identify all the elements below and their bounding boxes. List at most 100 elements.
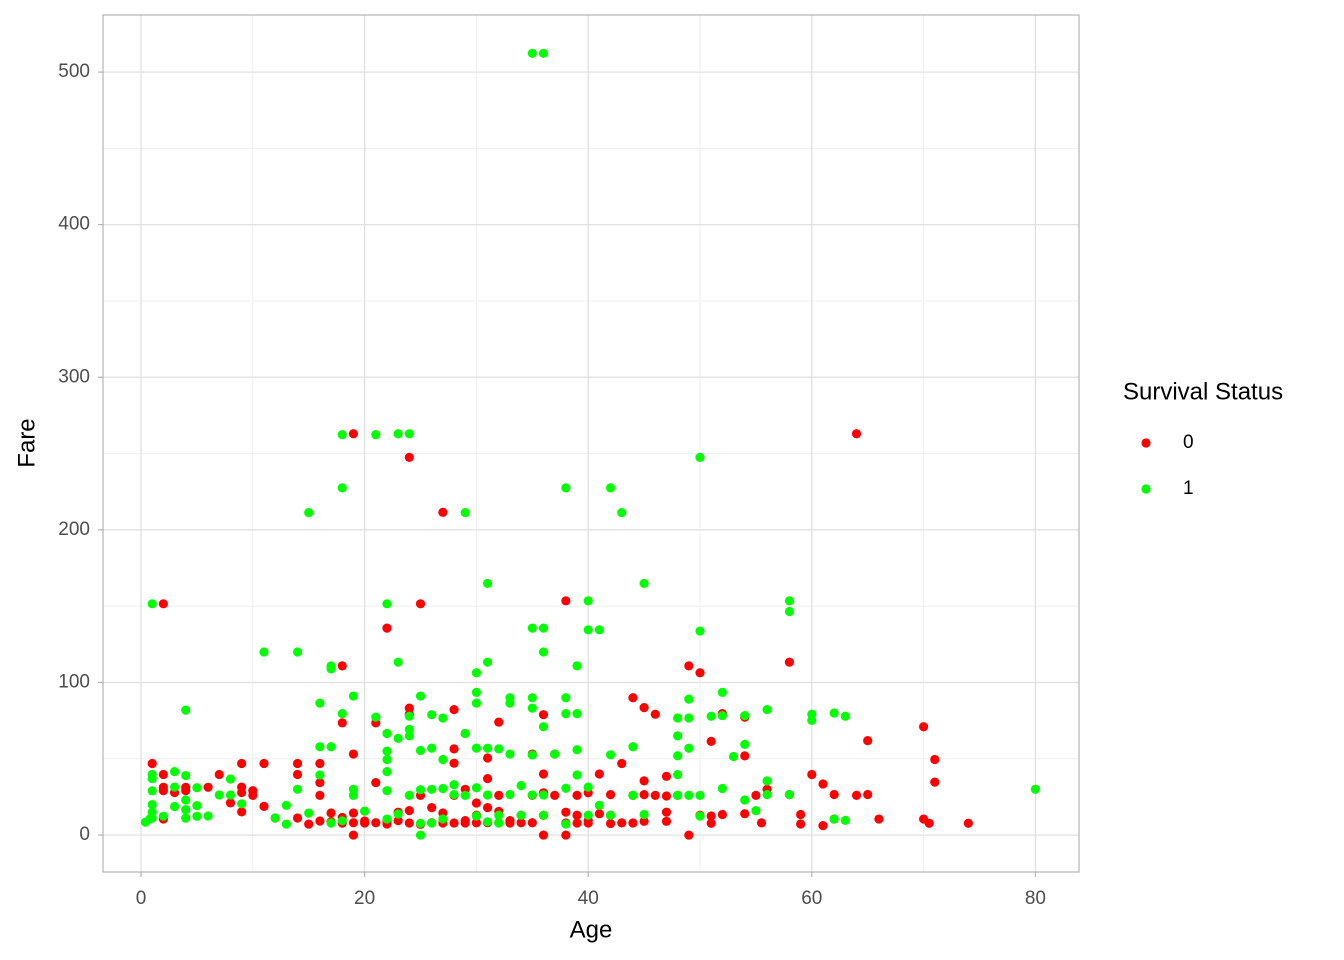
- point: [706, 736, 716, 746]
- x-tick-label: 60: [801, 888, 822, 909]
- point: [360, 806, 370, 816]
- point: [158, 786, 168, 796]
- point: [315, 770, 325, 780]
- point: [617, 758, 627, 769]
- point: [561, 819, 571, 829]
- point: [382, 728, 392, 739]
- point: [292, 784, 303, 794]
- point: [538, 790, 549, 800]
- point: [337, 709, 347, 719]
- x-tick-label: 0: [136, 888, 147, 909]
- point: [673, 751, 683, 761]
- point: [147, 599, 157, 609]
- point: [393, 815, 403, 826]
- point: [684, 790, 694, 800]
- point: [382, 766, 392, 777]
- point: [181, 705, 191, 715]
- point: [494, 744, 504, 754]
- point: [717, 783, 727, 794]
- point: [874, 814, 884, 824]
- point: [393, 657, 403, 667]
- point: [807, 769, 817, 780]
- point: [315, 698, 325, 708]
- point: [572, 745, 582, 755]
- legend-label: 1: [1183, 478, 1194, 499]
- point: [449, 818, 459, 828]
- point: [572, 818, 582, 828]
- point: [639, 790, 649, 800]
- point: [438, 754, 448, 765]
- point: [382, 814, 392, 824]
- point: [829, 814, 839, 824]
- point: [628, 818, 638, 828]
- point: [482, 743, 493, 753]
- point: [527, 623, 537, 633]
- point: [348, 818, 359, 828]
- point: [594, 800, 604, 810]
- point: [304, 819, 314, 829]
- point: [695, 668, 705, 678]
- point: [315, 758, 325, 769]
- point: [169, 766, 180, 777]
- point: [326, 664, 336, 674]
- point: [415, 599, 426, 609]
- point: [494, 717, 504, 727]
- point: [337, 718, 347, 728]
- point: [192, 811, 202, 821]
- point: [605, 810, 616, 820]
- point: [404, 806, 414, 816]
- point: [471, 818, 482, 828]
- point: [561, 783, 571, 793]
- point: [740, 710, 750, 721]
- series-0: [147, 429, 973, 840]
- point: [169, 801, 180, 812]
- point: [717, 687, 727, 697]
- point: [605, 750, 616, 760]
- point: [639, 809, 649, 820]
- point: [225, 774, 236, 784]
- point: [673, 790, 683, 800]
- point: [427, 818, 437, 828]
- point: [494, 790, 504, 800]
- point: [717, 710, 727, 721]
- point: [482, 803, 493, 813]
- point: [762, 705, 772, 715]
- point: [661, 807, 672, 817]
- legend-key: [1141, 438, 1151, 448]
- point: [449, 744, 459, 754]
- point: [427, 803, 437, 813]
- point: [393, 733, 403, 743]
- point: [371, 430, 381, 440]
- y-tick-label: 200: [58, 519, 90, 540]
- point: [762, 789, 772, 800]
- point: [371, 712, 381, 722]
- point: [561, 693, 571, 703]
- point: [158, 769, 168, 780]
- point: [449, 758, 459, 768]
- point: [572, 790, 582, 800]
- point: [538, 769, 549, 779]
- point: [784, 596, 795, 606]
- point: [371, 777, 381, 788]
- point: [315, 816, 325, 826]
- point: [415, 830, 426, 840]
- point: [292, 769, 303, 780]
- point: [482, 817, 493, 827]
- point: [930, 777, 940, 787]
- point: [695, 626, 705, 636]
- point: [404, 731, 414, 741]
- point: [404, 429, 414, 439]
- point: [784, 789, 795, 800]
- point: [762, 776, 772, 786]
- point: [494, 818, 504, 828]
- point: [706, 711, 716, 721]
- point: [460, 818, 470, 828]
- point: [237, 807, 247, 817]
- point: [404, 818, 414, 828]
- point: [550, 749, 560, 759]
- point: [538, 710, 549, 720]
- point: [628, 742, 638, 752]
- point: [270, 813, 280, 823]
- point: [930, 754, 940, 765]
- point: [404, 703, 414, 713]
